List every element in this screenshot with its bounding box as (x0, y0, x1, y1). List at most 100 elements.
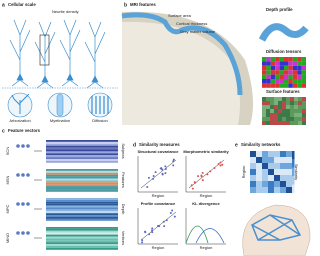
tensor (288, 57, 293, 62)
surface-cell (282, 101, 286, 105)
point (141, 239, 144, 242)
point (221, 163, 224, 166)
surface-cell (290, 121, 294, 125)
matrix-cell (256, 169, 262, 175)
tensor (284, 57, 289, 62)
matrix-cell (274, 187, 280, 193)
surface-cell (298, 113, 302, 117)
tensor (270, 61, 276, 66)
stripe (46, 247, 118, 250)
stripe (46, 180, 118, 183)
surface-cell (274, 97, 278, 101)
stripe (46, 157, 118, 159)
row-label: SCN (5, 147, 10, 156)
feature-rows: SCN Subjects MSN Features MPC Depth MIND Vertic… (5, 140, 126, 250)
matrix-cell (286, 151, 292, 157)
diffusion-tensors-image (262, 57, 306, 88)
matrix-cell (262, 157, 268, 163)
surface-cell (278, 109, 282, 113)
stripe (46, 198, 118, 200)
point (200, 175, 203, 178)
surface-cell (282, 97, 286, 101)
depth-profile-image (258, 23, 309, 42)
tensor (275, 65, 280, 71)
colorbar (292, 151, 295, 160)
axes (137, 156, 178, 193)
tensor (275, 79, 280, 84)
matrix-cell (250, 157, 256, 163)
surface-cell (278, 97, 282, 101)
stripe (46, 160, 118, 163)
point (164, 172, 167, 175)
stripe (46, 151, 118, 154)
stripe (46, 230, 118, 233)
axis-label: Region (152, 245, 165, 250)
surface-features-image (262, 97, 306, 125)
matrix-cell (262, 175, 268, 181)
point (172, 158, 175, 161)
stripe (46, 169, 118, 171)
stripe (46, 182, 118, 185)
matrix-cell (256, 181, 262, 187)
tensor (292, 70, 298, 75)
surface-cell (290, 109, 294, 113)
surface-cell (294, 105, 298, 109)
surface-cell (270, 105, 274, 109)
myelin-icon (56, 93, 64, 117)
point (157, 224, 160, 227)
surface-cell (294, 117, 298, 121)
axis-label: Region (200, 193, 213, 198)
plots: Structural covariance Region Morphometric … (138, 149, 230, 250)
tensor (266, 65, 271, 71)
highlight-box (39, 34, 50, 66)
tensor (270, 83, 276, 88)
callout: Grey matter volume (180, 29, 216, 34)
point (154, 171, 157, 174)
surface-cell (286, 117, 290, 121)
person-icon (16, 144, 20, 148)
point (194, 181, 197, 184)
tensor (266, 70, 271, 75)
surface-cell (286, 113, 290, 117)
point (217, 162, 220, 165)
person-icon (26, 202, 30, 206)
matrix-cell (274, 175, 280, 181)
tensor (279, 79, 284, 84)
matrix-cell (262, 187, 268, 193)
matrix-cell (286, 169, 292, 175)
tensor (292, 57, 298, 62)
point (197, 175, 200, 178)
surface-cell (274, 109, 278, 113)
diffusion-icon (91, 96, 109, 114)
tensor (279, 83, 284, 88)
subtitle: Surface features (266, 89, 300, 94)
neuron (9, 19, 31, 87)
surface-cell (290, 101, 294, 105)
tensor (262, 61, 267, 66)
matrix-cell (262, 169, 268, 175)
matrix-cell (280, 181, 286, 187)
stripe (46, 174, 118, 177)
surface-cell (302, 121, 306, 125)
callout: Cortical thickness (176, 21, 207, 26)
tensor (262, 79, 267, 84)
soma (66, 73, 74, 81)
surface-cell (282, 105, 286, 109)
matrix-cell (256, 175, 262, 181)
axis-label: Region (152, 193, 165, 198)
person-icon (16, 173, 20, 177)
axes (185, 208, 226, 245)
tensor (284, 70, 289, 75)
stripe (46, 140, 118, 142)
matrix-cell (250, 151, 256, 157)
panel-title: Similarity measures (139, 142, 180, 147)
matrix-cell (256, 151, 262, 157)
colorbar (292, 176, 295, 185)
panel-letter: c (2, 128, 5, 134)
surface-cell (274, 121, 278, 125)
panel-title: MRI features (130, 2, 156, 7)
panel-a: a Cellular scale Neurite density Arboriz… (2, 2, 118, 123)
point (191, 187, 194, 190)
surface-cell (286, 105, 290, 109)
stripe (46, 213, 118, 216)
